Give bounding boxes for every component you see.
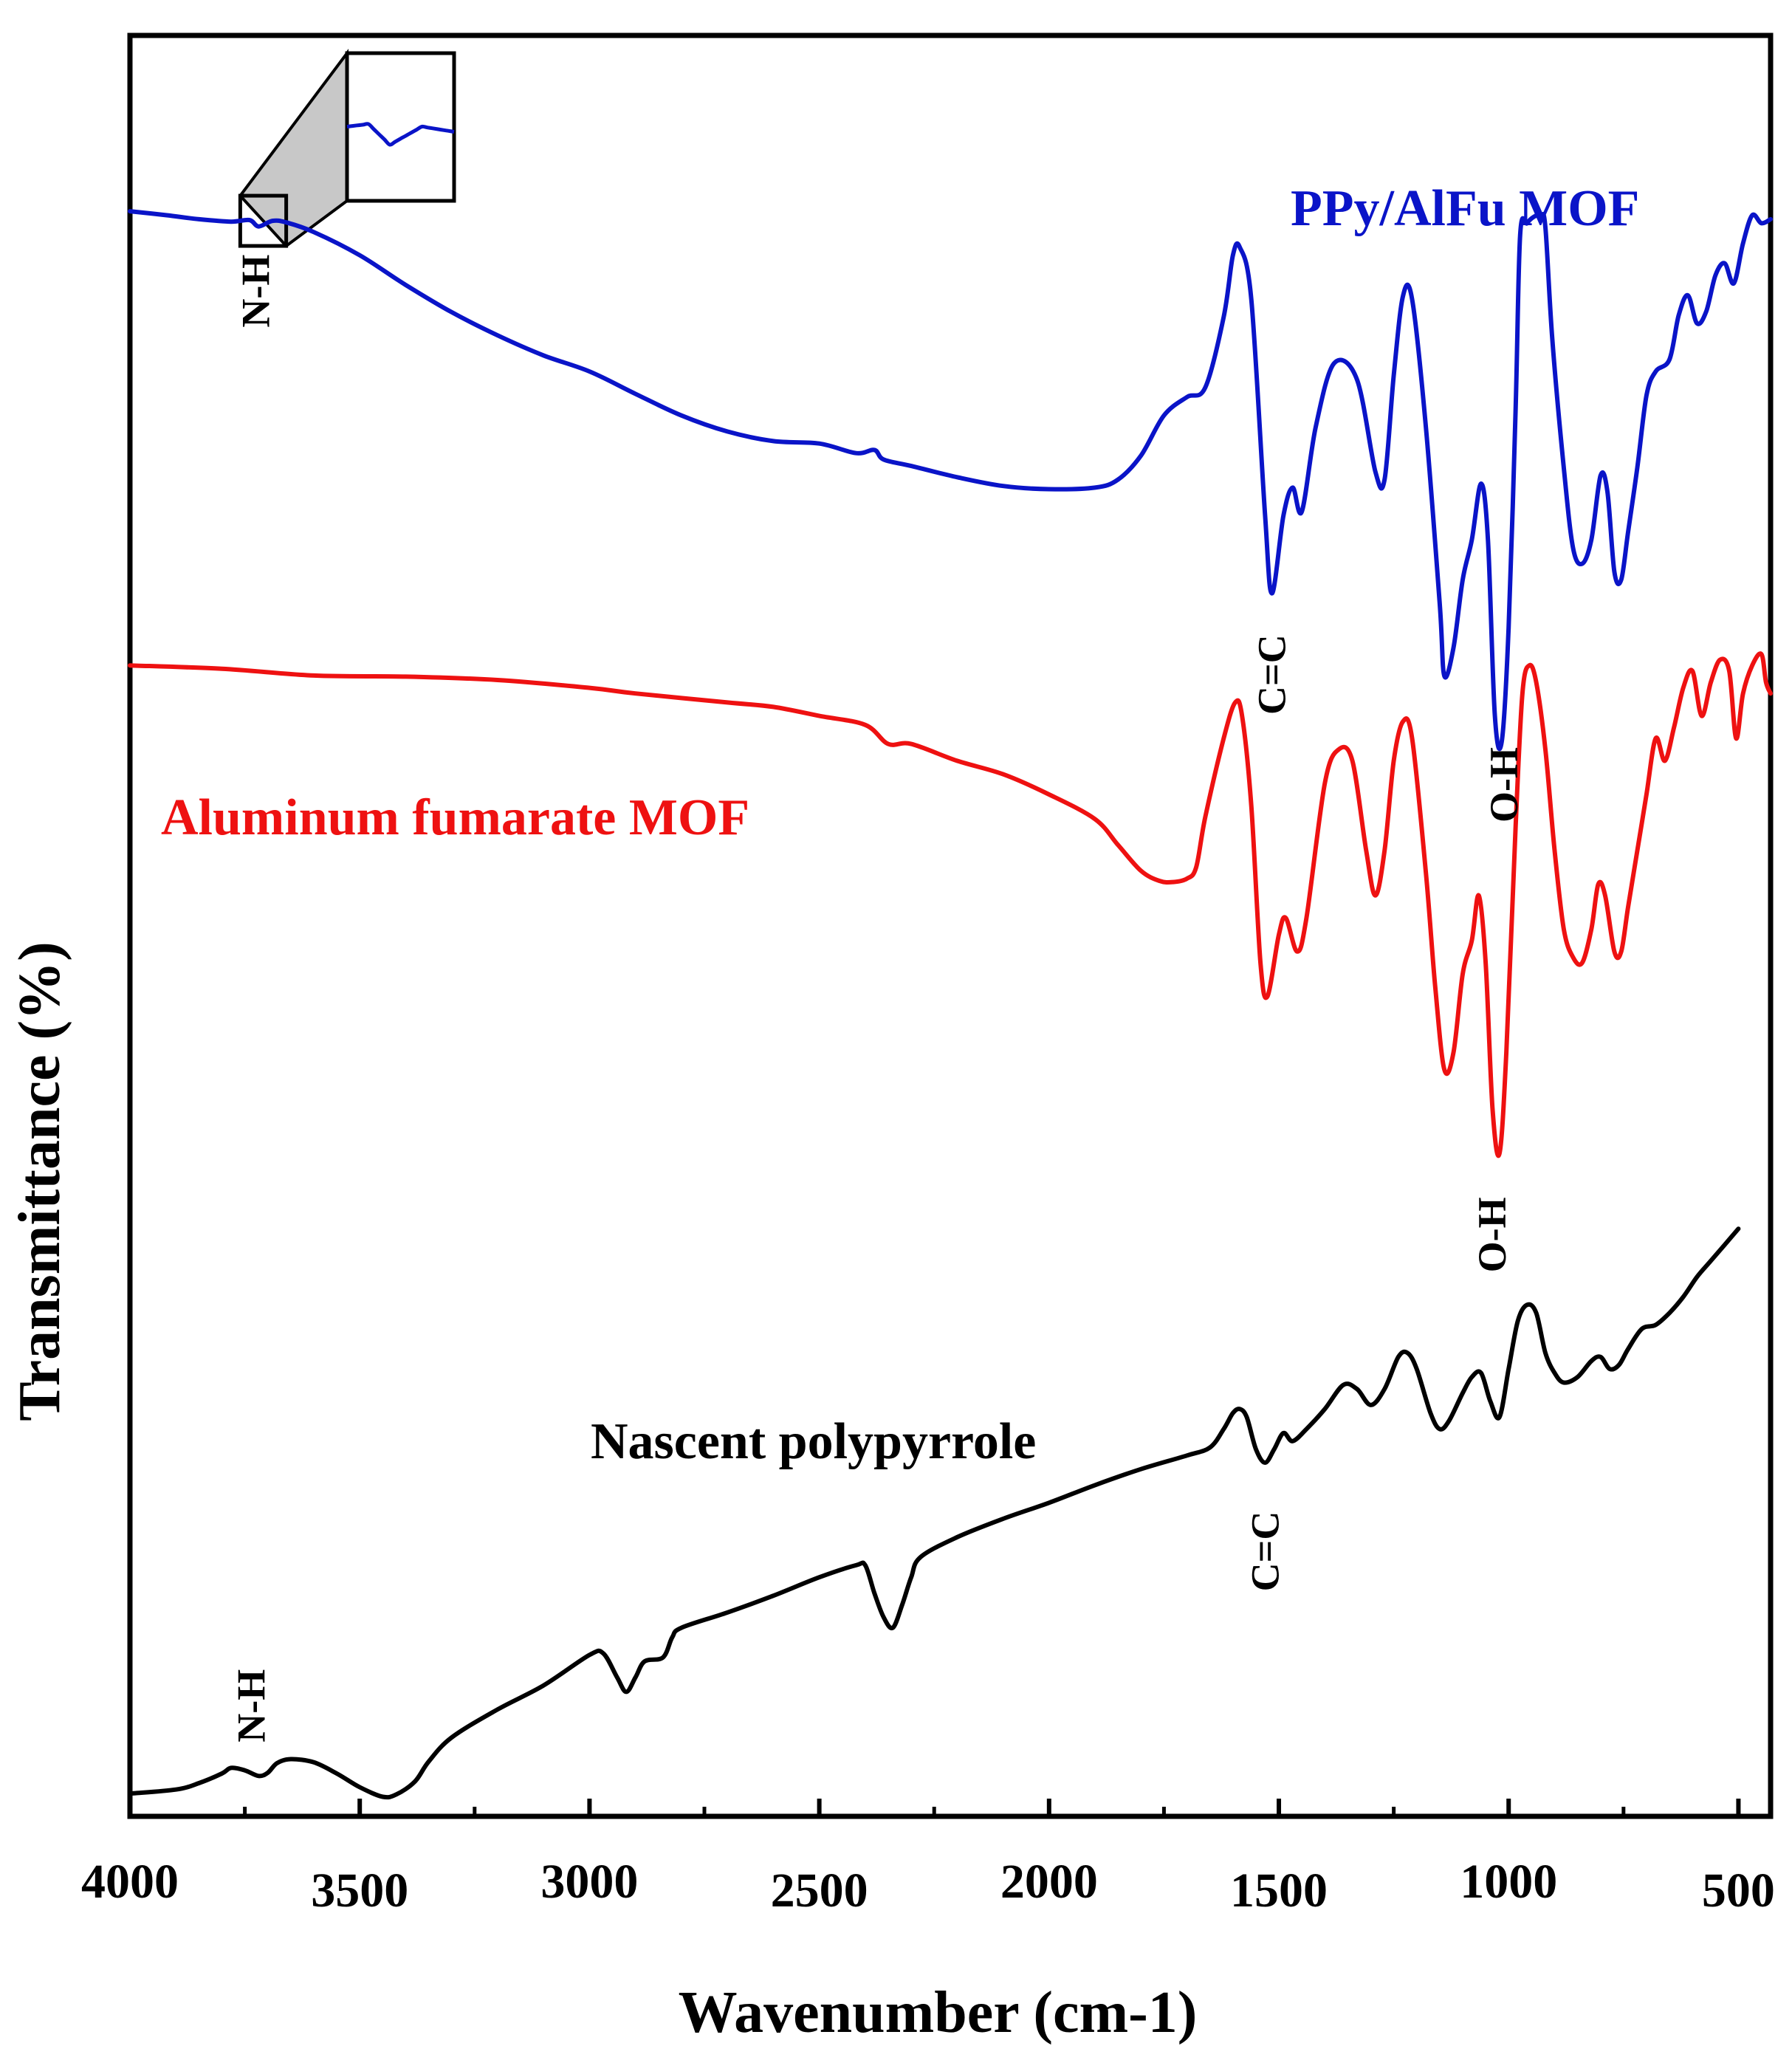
x-tick-label-3500: 3500 [311,1864,408,1917]
annotation-layer: N-H C=C O-H O-H C=C N-H [229,255,1526,1743]
x-tick-label-1500: 1500 [1230,1864,1328,1917]
plot-frame [127,32,1774,1819]
x-tick-label-4000: 4000 [81,1855,179,1909]
series-layer [128,209,1773,1800]
x-axis: 4000 3500 3000 2500 2000 1500 1000 500 [81,1799,1775,1917]
series-label-ppy-alfu: PPy/AlFu MOF [1291,180,1639,237]
x-axis-title: Wavenumber (cm-1) [679,1980,1198,2045]
series-line-nascent-polypyrrole [128,1226,1741,1800]
peak-label-n-h-ppy-alfu-mof: N-H [234,255,278,328]
inset-connector [238,48,349,248]
x-tick-label-2500: 2500 [771,1864,868,1917]
x-tick-label-2000: 2000 [1000,1855,1098,1909]
zoom-inset [238,48,456,248]
peak-label-c-c-nascent-polypyrrole: C=C [1243,1511,1287,1592]
plot-area [127,32,1774,1819]
peak-label-o-h-aluminum-fumarate-mof: O-H [1470,1197,1514,1272]
inset-magnified-trace [346,122,455,147]
series-line-ppy-alfu-mof [128,209,1773,752]
inset-magnified-box [345,51,456,203]
peak-label-o-h-ppy-alfu-mof: O-H [1482,747,1526,823]
peak-label-n-h-nascent-polypyrrole: N-H [229,1669,273,1743]
series-label-alfu: Aluminum fumarate MOF [161,789,749,846]
y-axis-title: Transmittance (%) [7,941,72,1421]
x-tick-label-500: 500 [1702,1864,1775,1917]
x-tick-label-1000: 1000 [1460,1855,1557,1909]
series-label-ppy: Nascent polypyrrole [591,1413,1036,1470]
x-tick-label-3000: 3000 [540,1855,638,1909]
series-line-aluminum-fumarate-mof [128,651,1773,1158]
peak-label-c-c-ppy-alfu-mof: C=C [1250,634,1294,715]
